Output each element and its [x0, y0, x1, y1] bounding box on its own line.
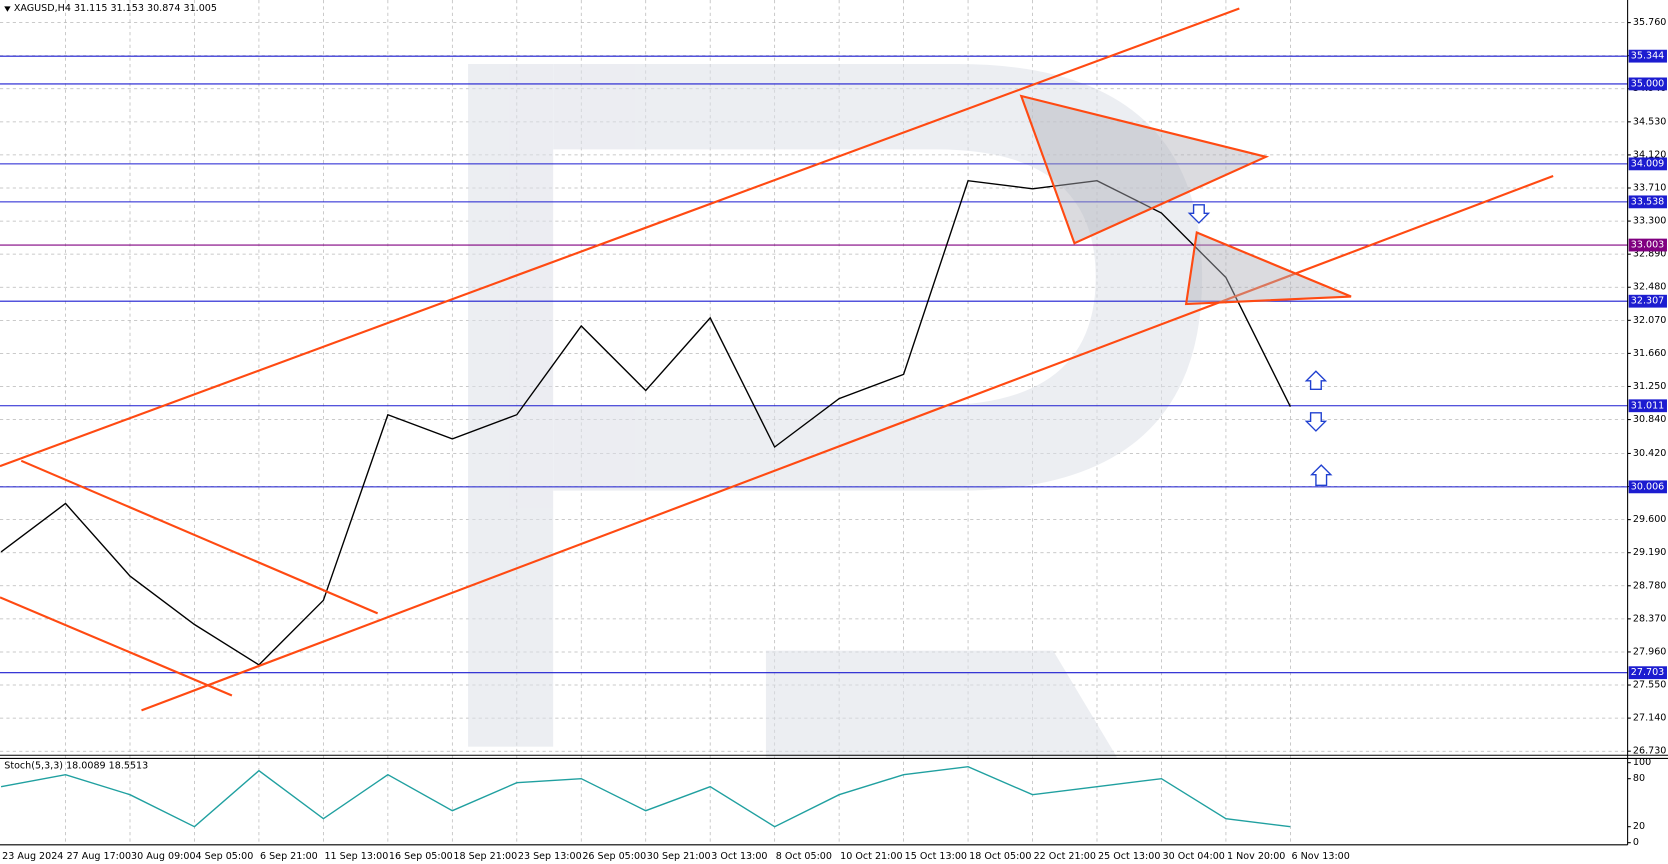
x-tick-label: 18 Sep 21:00	[453, 851, 517, 862]
x-tick-label: 4 Sep 05:00	[196, 851, 254, 862]
indicator-title: Stoch(5,3,3) 18.0089 18.5513	[4, 760, 148, 771]
x-tick-label: 26 Sep 05:00	[582, 851, 646, 862]
menu-icon[interactable]	[4, 6, 11, 12]
y-tick-label: 31.660	[1633, 348, 1666, 359]
x-tick-label: 8 Oct 05:00	[776, 851, 832, 862]
level-label-box	[1628, 294, 1667, 308]
x-tick-label: 11 Sep 13:00	[324, 851, 388, 862]
y-tick-label: 35.760	[1633, 17, 1666, 28]
channel-lower	[141, 175, 1554, 712]
x-tick-label: 30 Aug 09:00	[131, 851, 196, 862]
level-label: 31.011	[1631, 400, 1664, 411]
level-label: 32.307	[1631, 296, 1664, 307]
x-tick-label: 1 Nov 20:00	[1227, 851, 1285, 862]
y-tick-label: 26.730	[1633, 746, 1666, 757]
x-tick-label: 18 Oct 05:00	[969, 851, 1031, 862]
x-tick-label: 6 Nov 13:00	[1291, 851, 1349, 862]
level-label: 30.006	[1631, 481, 1664, 492]
triangle	[1184, 231, 1352, 306]
arrows	[1187, 204, 1333, 487]
level-label-box	[1628, 238, 1667, 252]
x-tick-label: 3 Oct 13:00	[711, 851, 767, 862]
y-tick-label: 32.480	[1633, 282, 1666, 293]
price-line	[0, 179, 1292, 666]
y-tick-label: 20	[1633, 821, 1645, 832]
y-tick-label: 27.140	[1633, 713, 1666, 724]
plot	[0, 55, 1628, 828]
y-tick-label: 30.840	[1633, 414, 1666, 425]
chart-title: XAGUSD,H4 31.115 31.153 30.874 31.005	[14, 3, 217, 14]
x-tick-label: 30 Oct 04:00	[1163, 851, 1225, 862]
level-label-box	[1628, 157, 1667, 171]
level-label: 33.538	[1631, 196, 1664, 207]
x-tick-label: 22 Oct 21:00	[1034, 851, 1096, 862]
x-tick-label: 6 Sep 21:00	[260, 851, 318, 862]
price-line	[0, 765, 1291, 828]
y-tick-label: 31.250	[1633, 381, 1666, 392]
level-label: 33.003	[1631, 240, 1664, 251]
level-label-box	[1628, 480, 1667, 494]
y-tick-label: 80	[1633, 773, 1645, 784]
y-tick-label: 33.300	[1633, 216, 1666, 227]
y-tick-label: 28.370	[1633, 613, 1666, 624]
y-tick-label: 100	[1633, 757, 1651, 768]
triangle	[1019, 94, 1270, 245]
y-tick-label: 33.710	[1633, 182, 1666, 193]
y-tick-label: 30.420	[1633, 448, 1666, 459]
y-tick-label: 32.070	[1633, 315, 1666, 326]
y-tick-label: 29.600	[1633, 514, 1666, 525]
y-tick-label: 27.550	[1633, 680, 1666, 691]
level-label-box	[1628, 399, 1667, 413]
level-label: 27.703	[1631, 667, 1664, 678]
x-tick-label: 10 Oct 21:00	[840, 851, 902, 862]
y-tick-label: 32.890	[1633, 249, 1666, 260]
level-label-box	[1628, 195, 1667, 209]
axes: 23 Aug 2024 27 Aug 17:00 30 Aug 09:00 4 Sep…	[2, 17, 1667, 862]
axis-panel	[1627, 0, 1668, 864]
y-tick-label: 29.190	[1633, 547, 1666, 558]
x-tick-label: 16 Sep 05:00	[389, 851, 453, 862]
level-label-box	[1628, 49, 1667, 63]
y-tick-label: 34.530	[1633, 116, 1666, 127]
falling-channel-lower	[0, 596, 233, 697]
x-tick-label: 23 Aug 2024	[2, 851, 63, 862]
x-tick-label: 15 Oct 13:00	[905, 851, 967, 862]
y-tick-label: 28.780	[1633, 580, 1666, 591]
y-tick-label: 27.960	[1633, 646, 1666, 657]
level-label: 35.000	[1631, 78, 1664, 89]
x-tick-label: 25 Oct 13:00	[1098, 851, 1160, 862]
level-label: 34.009	[1631, 158, 1664, 169]
x-tick-label: 30 Sep 21:00	[647, 851, 711, 862]
level-label-box	[1628, 77, 1667, 91]
x-tick-label: 27 Aug 17:00	[67, 851, 132, 862]
level-label: 35.344	[1631, 51, 1664, 62]
x-tick-label: 23 Sep 13:00	[518, 851, 582, 862]
falling-channel-upper	[20, 459, 379, 615]
y-tick-label: 34.120	[1633, 149, 1666, 160]
annotations	[0, 7, 1554, 712]
level-label-box	[1628, 666, 1667, 680]
y-tick-label: 0	[1633, 837, 1639, 848]
channel-upper	[0, 7, 1240, 468]
